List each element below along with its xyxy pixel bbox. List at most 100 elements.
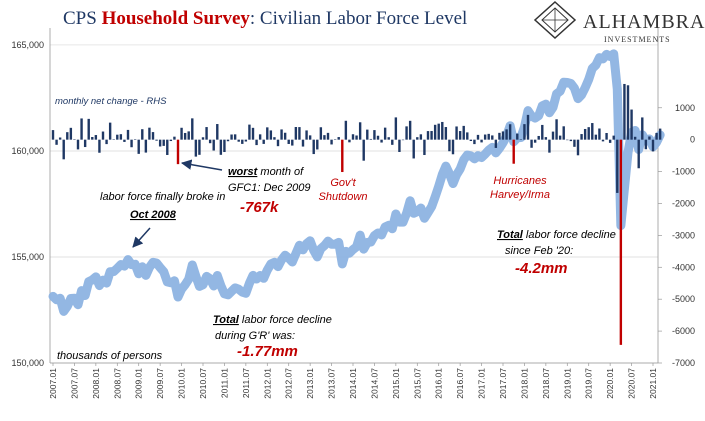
net-change-bar	[280, 129, 283, 140]
net-change-bar	[641, 117, 644, 140]
net-change-bar	[130, 139, 133, 148]
net-change-bar	[558, 135, 562, 140]
net-change-bar	[419, 134, 423, 140]
net-change-bar	[383, 127, 387, 140]
net-change-bar	[501, 131, 505, 140]
net-change-bar	[91, 137, 94, 140]
annotation-text: -4.2mm	[515, 260, 568, 277]
x-tick-label: 2015.07	[412, 368, 422, 399]
annotation-text: monthly net change - RHS	[55, 96, 167, 107]
annotation: GFC1: Dec 2009	[228, 182, 311, 194]
net-change-bar	[651, 139, 655, 152]
net-change-bar	[94, 135, 98, 140]
net-change-bar	[108, 122, 112, 140]
net-change-bar	[233, 134, 237, 140]
net-change-bar	[273, 137, 276, 140]
net-change-bar	[562, 126, 565, 140]
net-change-bar	[255, 139, 258, 146]
x-tick-label: 2011.01	[219, 368, 229, 398]
annotation: monthly net change - RHS	[55, 96, 167, 107]
net-change-bar	[144, 139, 148, 153]
title-highlight: Household Survey	[102, 8, 251, 29]
x-tick-label: 2012.01	[262, 368, 272, 399]
title-part: : Civilian Labor Force Level	[250, 8, 467, 29]
net-change-bar	[169, 139, 173, 142]
annotation: Total labor force decline	[213, 314, 332, 326]
x-tick-label: 2019.01	[562, 368, 572, 399]
net-change-bar	[287, 139, 290, 144]
annotation-text: Gov't	[330, 177, 356, 189]
net-change-bar	[205, 127, 208, 140]
net-change-bar	[476, 134, 480, 140]
net-change-bar	[494, 139, 498, 148]
net-change-bar	[105, 139, 108, 145]
net-change-bar	[226, 139, 230, 142]
net-change-bar	[183, 132, 187, 140]
annotation: during G'R' was:	[215, 330, 295, 342]
net-change-bar	[480, 139, 483, 143]
net-change-bar	[608, 139, 612, 143]
net-change-bar	[387, 137, 390, 140]
y-tick-label: 155,000	[11, 252, 44, 262]
net-change-bar	[80, 118, 83, 140]
net-change-bar	[187, 131, 190, 140]
net-change-bar	[337, 137, 340, 140]
net-change-bar	[391, 139, 394, 145]
net-change-bar	[655, 132, 658, 140]
x-tick-label: 2013.01	[305, 368, 315, 399]
logo-tagline: INVESTMENTS	[604, 35, 671, 44]
net-change-bar	[530, 139, 533, 148]
annotation: labor force finally broke in	[100, 191, 225, 203]
logo-name: ALHAMBRA	[583, 11, 705, 33]
net-change-bar	[616, 139, 619, 193]
net-change-bar	[276, 139, 280, 147]
net-change-bar	[301, 139, 305, 147]
net-change-bar	[323, 135, 326, 140]
net-change-bar	[308, 135, 312, 140]
x-tick-label: 2009.01	[134, 368, 144, 399]
net-change-bar	[516, 133, 519, 140]
net-change-bar	[487, 133, 490, 140]
net-change-bar	[573, 139, 576, 147]
annotation: since Feb '20:	[505, 245, 573, 257]
net-change-bar	[637, 139, 640, 169]
net-change-bar	[166, 139, 169, 155]
x-tick-label: 2020.07	[627, 368, 637, 399]
arrow	[180, 159, 223, 171]
net-change-bar	[612, 135, 615, 140]
y2-tick-label: -4000	[672, 262, 695, 272]
net-change-bar	[305, 130, 308, 140]
net-change-bar	[376, 135, 380, 140]
y-tick-label: 165,000	[11, 40, 44, 50]
net-change-bar	[51, 130, 55, 140]
annotations: monthly net change - RHS labor force fina…	[55, 96, 616, 362]
net-change-bar	[266, 127, 269, 140]
net-change-bar	[605, 132, 608, 140]
net-change-bar	[58, 137, 62, 140]
annotation: Shutdown	[319, 191, 368, 203]
net-change-bar	[541, 124, 544, 140]
net-change-bar	[126, 129, 130, 140]
net-change-bar	[462, 125, 465, 140]
net-change-bar	[658, 128, 662, 140]
x-tick-label: 2017.01	[477, 368, 487, 399]
net-change-bar	[408, 120, 412, 140]
x-tick-label: 2010.01	[177, 368, 187, 399]
net-change-bar	[283, 132, 287, 140]
net-change-bar	[348, 139, 351, 143]
net-change-bar	[451, 139, 455, 155]
net-change-bar	[326, 132, 330, 140]
net-change-bar	[262, 139, 265, 144]
net-change-bar	[119, 134, 123, 140]
net-change-bar	[123, 139, 126, 142]
net-change-bar	[444, 127, 448, 140]
net-change-bar	[148, 127, 151, 140]
net-change-bar	[373, 130, 376, 140]
x-tick-label: 2014.07	[369, 368, 379, 399]
net-change-bar	[630, 109, 633, 140]
annotation-text: Harvey/Irma	[490, 189, 550, 201]
net-change-bar	[208, 139, 212, 144]
net-change-bar	[576, 139, 580, 156]
annotation-text: during G'R' was:	[215, 330, 295, 342]
net-change-bar	[380, 139, 383, 143]
